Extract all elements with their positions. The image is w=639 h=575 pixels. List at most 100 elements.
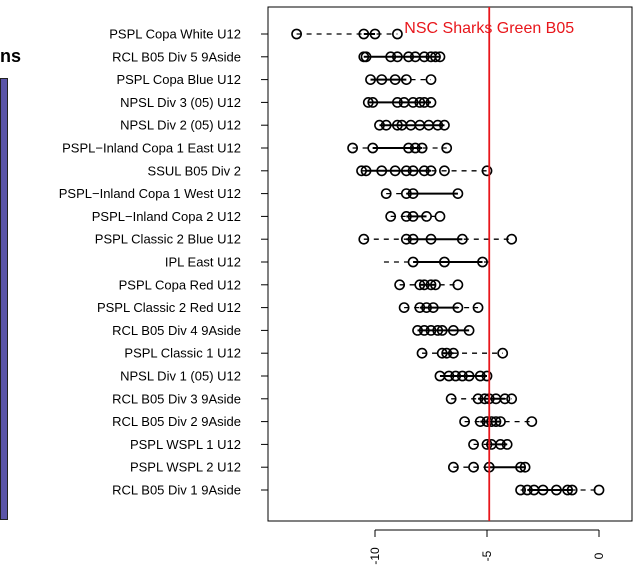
x-tick-label: -10 [368,547,382,565]
data-point [425,74,437,85]
data-point [463,370,475,382]
chart-row: NPSL Div 1 (05) U12 [120,369,493,384]
data-point [441,347,453,359]
data-point [481,438,493,450]
category-label: PSPL−Inland Copa 1 West U12 [59,186,241,201]
data-point [439,165,450,177]
chart-row: PSPL Copa White U12 [109,27,403,42]
data-point [481,370,493,382]
category-label: RCL B05 Div 3 9Aside [112,391,241,406]
data-point [562,484,574,496]
data-point [385,210,397,222]
category-label: PSPL WSPL 2 U12 [130,460,241,475]
data-point [526,416,538,427]
chart-row: RCL B05 Div 5 9Aside [112,49,446,64]
data-point [391,51,403,63]
data-point [495,438,506,450]
data-point [369,28,381,40]
data-point [566,484,578,496]
data-point [358,28,370,40]
data-point [418,324,430,336]
data-point [499,393,511,405]
data-point [427,302,439,313]
rows-layer: PSPL Copa White U12 RCL B05 Div 5 9Aside P… [59,27,605,498]
data-point [537,484,549,496]
data-point [409,142,421,154]
chart-row: PSPL−Inland Copa 2 U12 [92,209,446,224]
data-point [400,74,412,85]
data-point [400,210,412,222]
category-label: PSPL Copa Blue U12 [116,72,241,87]
data-point [477,256,488,268]
data-point [291,28,302,40]
data-point [447,347,459,359]
data-point [515,484,526,496]
data-point [418,97,430,108]
data-point [414,302,426,313]
data-point [468,438,479,450]
data-point [447,461,459,473]
data-point [501,438,513,450]
data-point [400,188,412,199]
data-point [391,97,403,108]
category-label: PSPL Classic 2 Blue U12 [95,232,241,247]
background-partial-title: ns [0,46,22,66]
data-point [421,210,432,222]
category-label: RCL B05 Div 5 9Aside [112,49,241,64]
data-point [380,188,392,199]
category-label: PSPL WSPL 1 U12 [130,437,241,452]
data-point [519,461,531,473]
data-point [472,302,484,313]
category-label: RCL B05 Div 1 9Aside [112,483,241,498]
chart-row: PSPL Classic 2 Red U12 [97,300,484,315]
chart-row: PSPL Classic 2 Blue U12 [95,232,518,247]
data-point [474,370,486,382]
data-point [367,97,379,108]
data-point [439,256,450,268]
data-point [456,370,468,382]
data-point [421,302,432,313]
chart-row: RCL B05 Div 2 9Aside [112,414,538,429]
data-point [394,279,406,291]
data-point [443,370,455,382]
data-point [367,142,379,154]
data-point [436,347,448,359]
data-point [407,256,419,268]
chart-row: NPSL Div 3 (05) U12 [120,95,437,110]
data-point [434,210,446,222]
category-label: PSPL Classic 1 U12 [124,346,241,361]
data-point [407,233,419,245]
chart-row: PSPL−Inland Copa 1 East U12 [62,141,453,156]
data-point [391,28,403,40]
data-point [376,165,388,177]
data-point [400,165,412,177]
data-point [432,119,444,131]
data-point [445,393,457,405]
data-point [391,119,403,131]
data-point [414,279,426,291]
chart-row: PSPL WSPL 2 U12 [130,460,531,475]
data-point [452,188,464,199]
category-label: PSPL Classic 2 Red U12 [97,300,241,315]
background-panel [0,78,8,520]
data-point [403,142,414,154]
data-point [474,416,486,427]
data-point [463,324,475,336]
data-point [425,324,437,336]
chart-row: IPL East U12 [165,255,492,270]
chart-row: RCL B05 Div 3 9Aside [112,391,518,406]
data-point [412,324,423,336]
data-point [515,461,526,473]
category-label: NPSL Div 2 (05) U12 [120,118,241,133]
data-point [362,97,374,108]
chart-row: RCL B05 Div 4 9Aside [112,323,475,338]
data-point [551,484,562,496]
data-point [506,393,518,405]
chart-row: RCL B05 Div 1 9Aside [112,483,605,498]
reference-line-label: NSC Sharks Green B05 [404,20,574,37]
x-axis: -10 -5 0 [368,529,606,565]
data-point [385,51,397,63]
data-point [418,51,430,63]
data-point [416,347,428,359]
